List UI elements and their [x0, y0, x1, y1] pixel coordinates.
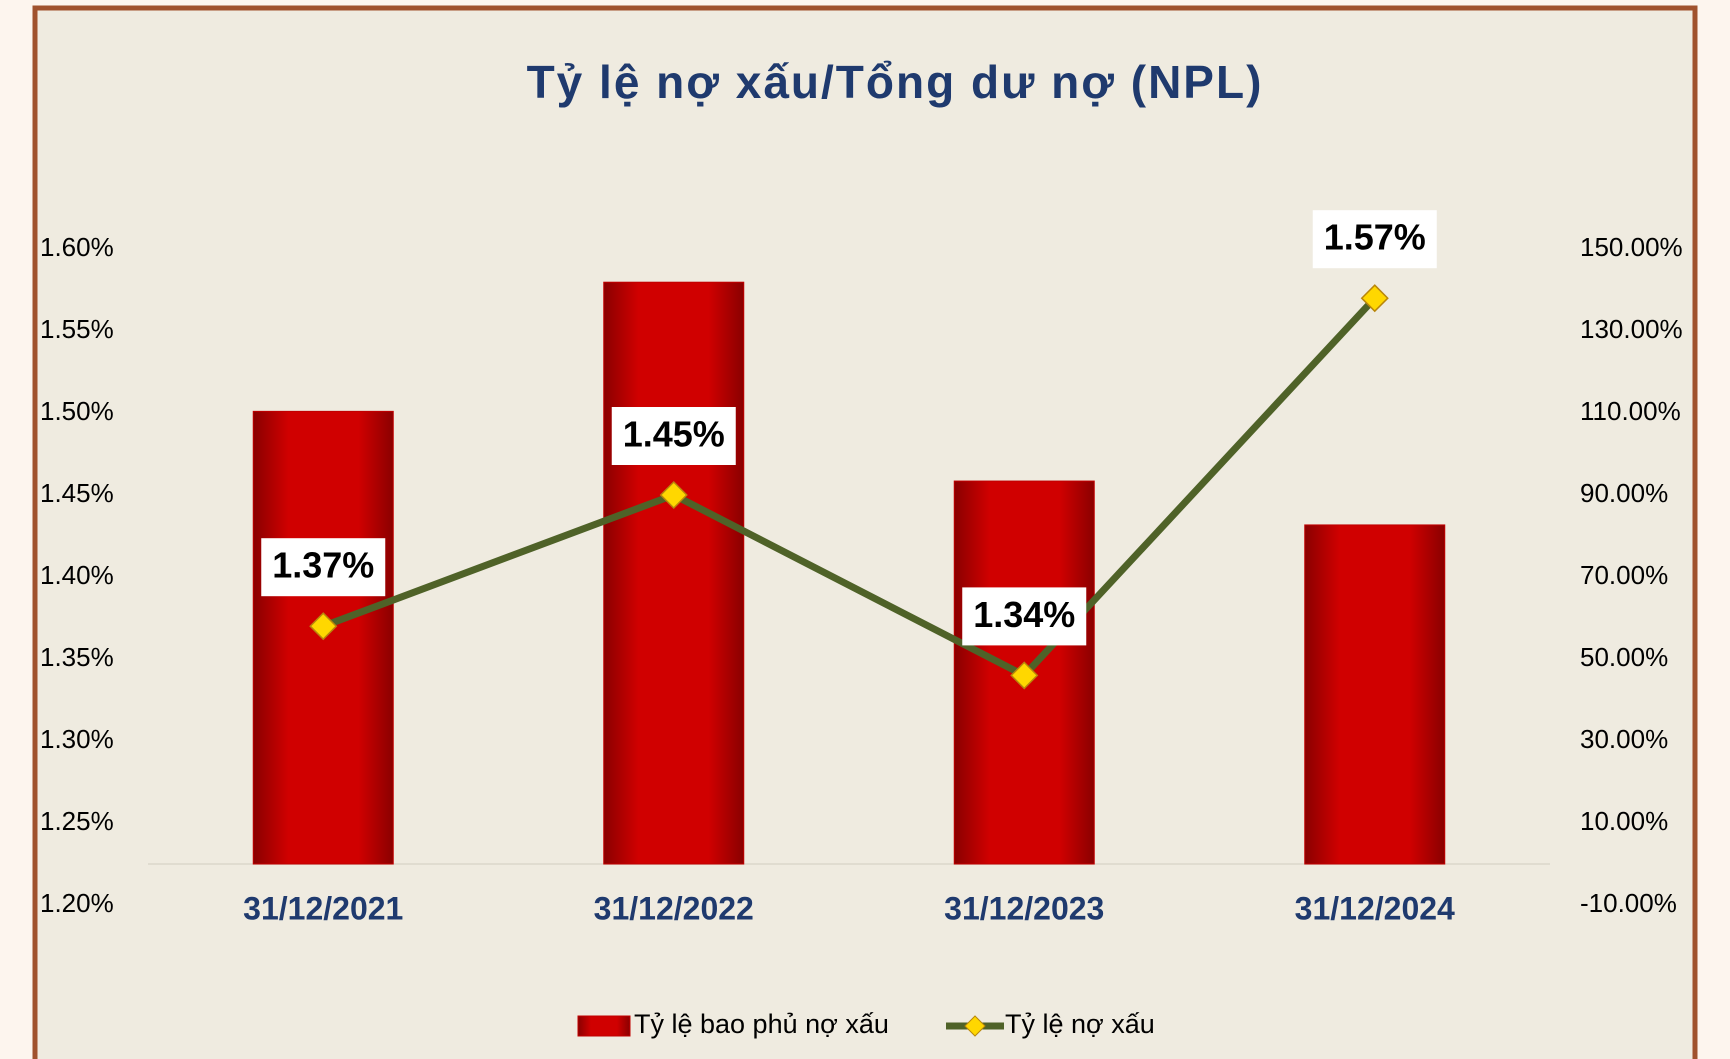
legend-marker [964, 1015, 986, 1037]
y-tick-label: 1.50% [40, 396, 114, 426]
marker [659, 480, 688, 510]
x-tick-label: 31/12/2023 [944, 890, 1104, 926]
data-label: 1.34% [973, 594, 1075, 635]
line [322, 295, 1378, 679]
legend-label: Tỷ lệ bao phủ nợ xấu [634, 1009, 889, 1039]
legend-swatch [577, 1015, 631, 1037]
bar [603, 281, 745, 865]
y-tick-label: 1.20% [40, 888, 114, 918]
y2-tick-label: -10.00% [1580, 888, 1677, 918]
y2-tick-label: 70.00% [1580, 560, 1668, 590]
x-tick-label: 31/12/2022 [594, 890, 754, 926]
y-tick-label: 1.25% [40, 806, 114, 836]
y-tick-label: 1.40% [40, 560, 114, 590]
y2-tick-label: 30.00% [1580, 724, 1668, 754]
y-tick-label: 1.45% [40, 478, 114, 508]
y2-tick-label: 150.00% [1580, 232, 1683, 262]
x-tick-label: 31/12/2024 [1295, 890, 1455, 926]
data-label: 1.45% [623, 414, 725, 455]
data-label-box [611, 407, 736, 465]
y-tick-label: 1.30% [40, 724, 114, 754]
data-label-box [962, 587, 1087, 646]
marker [309, 612, 338, 641]
data-label-box [1312, 210, 1437, 269]
marker [1010, 661, 1039, 690]
y-tick-label: 1.55% [40, 314, 114, 344]
x-tick-label: 31/12/2021 [243, 890, 403, 926]
y-tick-label: 1.35% [40, 642, 114, 672]
y2-tick-label: 130.00% [1580, 314, 1683, 344]
legend-label: Tỷ lệ nợ xấu [1005, 1009, 1155, 1039]
data-label: 1.57% [1324, 217, 1426, 258]
y2-tick-label: 110.00% [1580, 396, 1681, 426]
data-label-box [261, 538, 386, 597]
y-tick-label: 1.60% [40, 232, 114, 262]
marker [1360, 284, 1389, 313]
y2-tick-label: 10.00% [1580, 806, 1668, 836]
y2-tick-label: 90.00% [1580, 478, 1668, 508]
y2-tick-label: 50.00% [1580, 642, 1668, 672]
bar [1304, 524, 1446, 865]
chart-title: Tỷ lệ nợ xấu/Tổng dư nợ (NPL) [527, 56, 1264, 108]
data-label: 1.37% [272, 545, 374, 586]
